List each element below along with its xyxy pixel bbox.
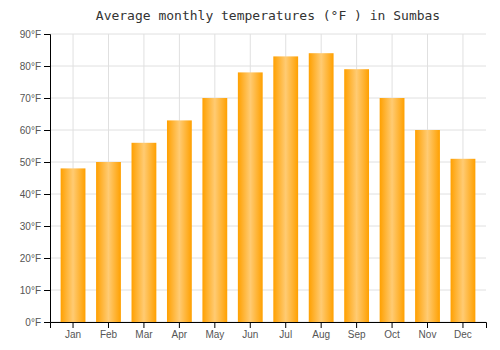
y-tick-mark (44, 258, 50, 259)
y-grid-line (50, 34, 486, 35)
plot: 0°F 10°F 20°F 30°F 40°F 50°F 60°F 70°F 80°F 90°F J… (20, 29, 487, 340)
x-tick-label: Jan (65, 329, 81, 340)
x-tick: Mar (135, 322, 153, 340)
bar (96, 162, 121, 322)
y-tick-label: 0°F (25, 317, 41, 328)
y-tick: 90°F (20, 29, 50, 40)
x-tick-label: Dec (454, 329, 472, 340)
bar (451, 159, 476, 322)
y-tick: 30°F (20, 221, 50, 232)
y-tick-mark (44, 226, 50, 227)
y-tick: 10°F (20, 285, 50, 296)
bar (415, 130, 440, 322)
y-tick: 0°F (25, 317, 50, 328)
x-tick: Oct (384, 322, 400, 340)
x-tick: Jun (242, 322, 258, 340)
y-grid-line (50, 66, 486, 67)
x-tick-mark (179, 322, 180, 328)
x-tick: Jan (65, 322, 81, 340)
grid (50, 34, 486, 322)
y-tick: 20°F (20, 253, 50, 264)
x-tick-label: Jul (279, 329, 292, 340)
title: Average monthly temperatures (°F ) in Su… (96, 8, 440, 23)
x-tick-mark (427, 322, 428, 328)
x-tick-label: Feb (100, 329, 118, 340)
y-tick-label: 80°F (20, 61, 41, 72)
x-tick: Apr (172, 322, 188, 340)
y-tick-label: 30°F (20, 221, 41, 232)
bar (344, 69, 369, 322)
x-tick-mark (356, 322, 357, 328)
x-tick-mark (250, 322, 251, 328)
x-tick-label: May (205, 329, 224, 340)
x-tick-label: Oct (384, 329, 400, 340)
y-tick-mark (44, 194, 50, 195)
y-tick: 60°F (20, 125, 50, 136)
x-tick-mark (108, 322, 109, 328)
y-tick-mark (44, 66, 50, 67)
bars (61, 53, 476, 322)
y-axis: 0°F 10°F 20°F 30°F 40°F 50°F 60°F 70°F 80°F 90°F (20, 29, 51, 328)
x-tick-label: Apr (172, 329, 188, 340)
bar (380, 98, 405, 322)
x-tick-mark (73, 322, 74, 328)
y-tick-label: 40°F (20, 189, 41, 200)
bar (61, 168, 86, 322)
bar (273, 56, 298, 322)
y-tick-label: 90°F (20, 29, 41, 40)
x-tick: May (205, 322, 224, 340)
x-tick-label: Mar (135, 329, 153, 340)
y-tick-mark (44, 290, 50, 291)
x-tick-mark (143, 322, 144, 328)
bar (202, 98, 227, 322)
y-tick-label: 60°F (20, 125, 41, 136)
y-tick-label: 10°F (20, 285, 41, 296)
bar (238, 72, 263, 322)
x-tick-label: Jun (242, 329, 258, 340)
x-tick-mark (321, 322, 322, 328)
x-axis-line (51, 323, 487, 329)
y-tick: 50°F (20, 157, 50, 168)
x-tick-mark (285, 322, 286, 328)
x-tick: Aug (312, 322, 330, 340)
y-tick-label: 20°F (20, 253, 41, 264)
x-tick: Sep (348, 322, 366, 340)
y-tick-mark (44, 34, 50, 35)
y-tick-mark (44, 322, 50, 323)
y-tick: 70°F (20, 93, 50, 104)
x-tick: Feb (100, 322, 118, 340)
bar (167, 120, 192, 322)
y-tick-mark (44, 98, 50, 99)
y-tick-mark (44, 130, 50, 131)
x-tick: Jul (279, 322, 292, 340)
x-tick-label: Sep (348, 329, 366, 340)
bar (132, 143, 157, 322)
x-tick-mark (214, 322, 215, 328)
x-tick-mark (462, 322, 463, 328)
x-tick: Dec (454, 322, 472, 340)
x-tick-label: Nov (419, 329, 437, 340)
x-tick-label: Aug (312, 329, 330, 340)
y-tick: 40°F (20, 189, 50, 200)
x-axis: Jan Feb Mar Apr May Jun Jul Aug Sep Oct Nov Dec (51, 322, 487, 340)
y-grid-line (50, 98, 486, 99)
y-tick-label: 50°F (20, 157, 41, 168)
y-tick-mark (44, 162, 50, 163)
y-tick: 80°F (20, 61, 50, 72)
y-tick-label: 70°F (20, 93, 41, 104)
x-tick-mark (392, 322, 393, 328)
y-axis-line (44, 35, 51, 323)
x-tick: Nov (419, 322, 437, 340)
bar (309, 53, 334, 322)
chart: 0°F 10°F 20°F 30°F 40°F 50°F 60°F 70°F 80°F 90°F J… (0, 0, 500, 350)
